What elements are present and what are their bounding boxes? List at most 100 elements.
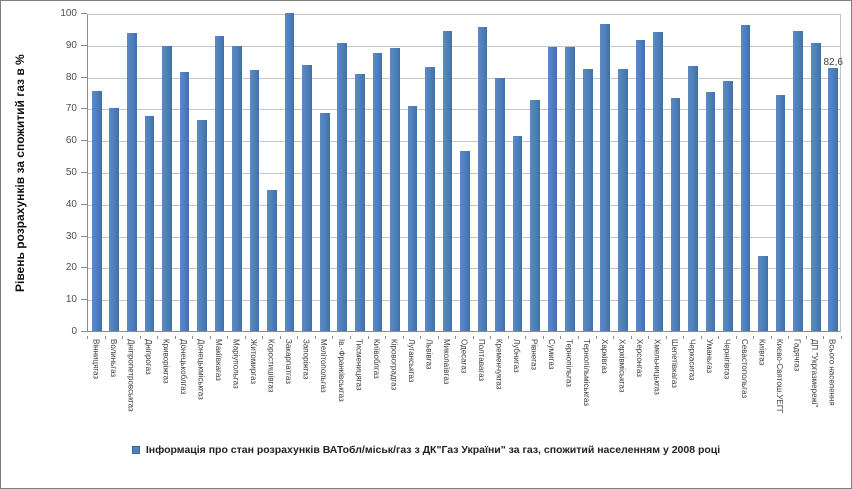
x-tick-mark: [683, 336, 685, 339]
x-category-label: Чернігівгаз: [722, 339, 732, 380]
y-tick-label: 0: [71, 326, 77, 337]
bar: [232, 46, 242, 331]
y-tick-label: 100: [60, 8, 77, 19]
x-category-label: Уманьгаз: [704, 339, 714, 374]
y-axis-title: Рівень розрахунків за спожитий газ в %: [13, 54, 27, 292]
x-tick-mark: [490, 336, 492, 339]
y-tick-mark: [81, 267, 87, 269]
y-tick-mark: [81, 331, 87, 332]
bar: [653, 32, 663, 331]
x-tick-mark: [753, 336, 755, 339]
bar: [635, 40, 646, 331]
y-tick-label: 90: [65, 39, 77, 51]
x-category-label: Київгаз: [757, 339, 767, 366]
x-category-label: Маріупольгаз: [231, 339, 241, 389]
bar: [337, 42, 348, 331]
x-tick-mark: [402, 336, 404, 339]
bar: [390, 47, 400, 331]
x-tick-mark: [279, 336, 281, 339]
bar: [495, 78, 505, 331]
x-category-label: Донецькоблгаз: [178, 339, 188, 395]
bar: [758, 255, 768, 331]
x-tick-mark: [613, 336, 615, 339]
x-category-label: Коростишівгаз: [266, 339, 276, 393]
y-tick-mark: [81, 44, 87, 46]
y-tick-mark: [81, 299, 87, 301]
y-tick-mark: [81, 108, 87, 110]
x-tick-mark: [455, 336, 457, 339]
x-tick-mark: [297, 336, 299, 339]
legend: Інформація про стан розрахунків ВАТобл/м…: [1, 444, 851, 456]
x-category-label: Кременчукгаз: [494, 339, 504, 390]
bar: [460, 151, 470, 331]
gridline: [88, 45, 840, 47]
bar: [705, 91, 716, 331]
x-category-label: Закарпатгаз: [284, 339, 294, 384]
x-category-label: Шепетівкагаз: [669, 339, 679, 388]
x-category-label: Миколаївгаз: [441, 339, 451, 385]
y-tick-mark: [81, 13, 87, 14]
x-tick-mark: [244, 336, 246, 339]
y-tick-label: 10: [65, 294, 77, 306]
bar: [249, 70, 260, 331]
x-category-label: Львівгаз: [424, 339, 434, 370]
bar: [214, 35, 225, 331]
bar: [197, 119, 207, 331]
x-category-label: Херсонгаз: [634, 339, 644, 377]
plot-area: 82,6: [87, 13, 843, 332]
y-tick-mark: [81, 172, 87, 173]
x-category-label: Дніпропетровськгаз: [126, 339, 136, 412]
bar: [267, 190, 277, 331]
x-tick-mark: [665, 336, 667, 339]
x-tick-mark: [700, 336, 702, 339]
x-tick-mark: [314, 336, 316, 339]
bar: [547, 46, 558, 331]
x-tick-mark: [157, 336, 159, 339]
x-category-label: Донецькміськгаз: [196, 339, 206, 400]
x-tick-mark: [262, 336, 264, 339]
gridline: [88, 141, 840, 143]
x-tick-mark: [560, 336, 562, 339]
x-category-label: Севастопольгаз: [740, 339, 750, 399]
x-tick-mark: [192, 336, 194, 339]
x-category-label: Запоріжгаз: [301, 339, 311, 380]
bar: [91, 90, 102, 331]
bar: [372, 53, 383, 331]
x-tick-mark: [472, 336, 474, 339]
bar: [127, 33, 137, 331]
x-category-label: Житомиргаз: [249, 339, 259, 385]
x-tick-mark: [385, 336, 387, 339]
x-tick-mark: [507, 336, 509, 339]
bar: [582, 68, 593, 331]
x-tick-mark: [139, 336, 141, 339]
y-tick-label: 60: [65, 135, 77, 147]
bar: [530, 100, 540, 331]
x-category-label: Сумигаз: [547, 339, 557, 370]
x-tick-mark: [648, 336, 650, 339]
x-category-label: Кіровоградгаз: [389, 339, 399, 391]
x-tick-mark: [227, 336, 229, 339]
x-tick-mark: [209, 336, 211, 339]
x-category-label: Макіївкагаз: [214, 339, 223, 381]
y-tick-label: 30: [65, 230, 77, 242]
bar: [793, 31, 803, 331]
y-tick-mark: [81, 76, 87, 78]
x-tick-mark: [367, 336, 369, 339]
x-category-label: Хмельницькгаз: [652, 339, 662, 395]
x-category-label: Тернопільгаз: [564, 339, 574, 387]
x-tick-mark: [577, 336, 579, 339]
legend-label: Інформація про стан розрахунків ВАТобл/м…: [145, 444, 721, 456]
y-tick-mark: [81, 203, 87, 205]
bar: [407, 105, 418, 331]
x-category-label: Полтавагаз: [477, 339, 487, 382]
x-category-label: Тернопільміськгаз: [582, 339, 592, 406]
y-tick-mark: [81, 235, 87, 237]
y-tick-label: 40: [65, 198, 77, 210]
x-tick-mark: [718, 336, 720, 339]
x-tick-mark: [174, 336, 176, 339]
x-tick-mark: [770, 336, 772, 339]
bar: [740, 24, 751, 331]
bar: [775, 94, 786, 331]
x-category-label: Всього населення: [827, 339, 837, 406]
